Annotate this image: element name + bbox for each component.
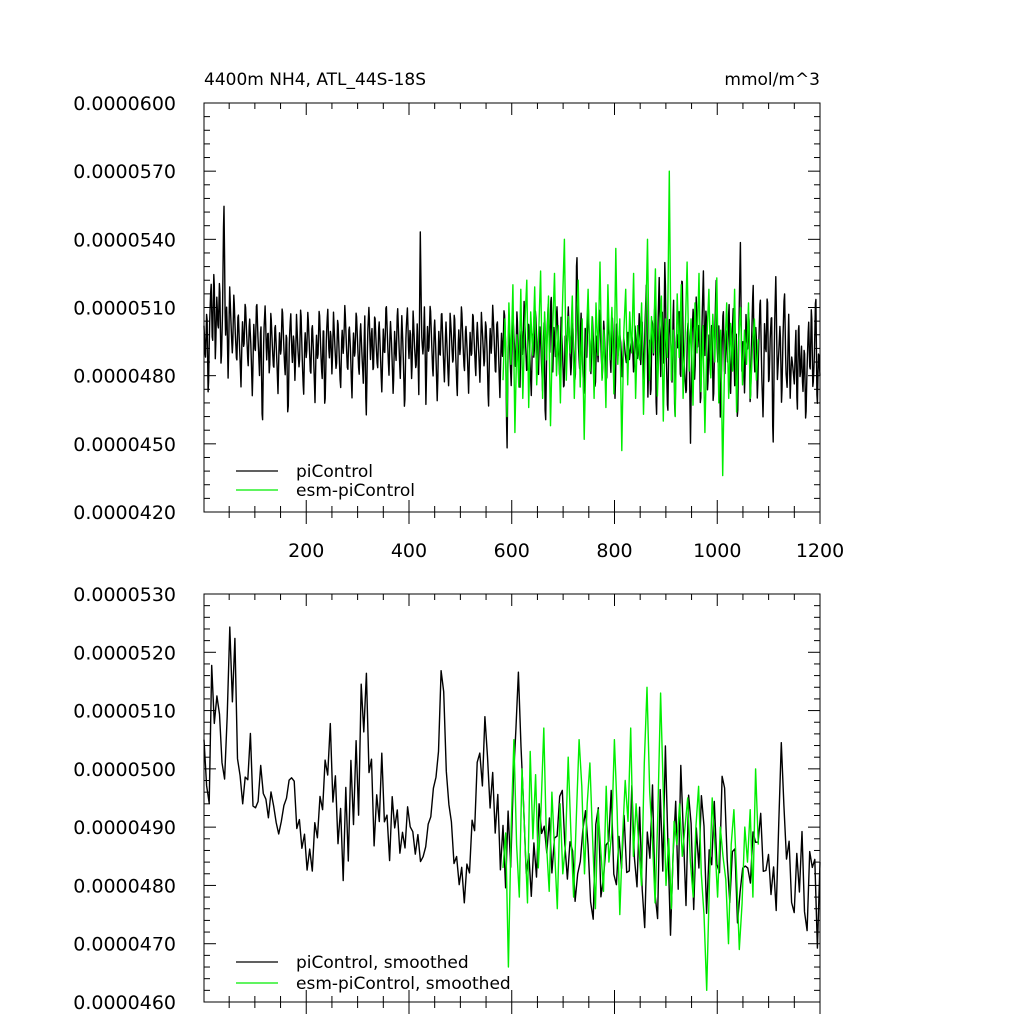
x-tick-label: 200 xyxy=(288,540,324,562)
units-label: mmol/m^3 xyxy=(724,70,820,90)
legend-label-esm-picontrol-smoothed: esm-piControl, smoothed xyxy=(296,974,511,994)
y-tick-label: 0.0000500 xyxy=(73,759,176,781)
y-tick-label: 0.0000520 xyxy=(73,642,176,664)
x-tick-label: 800 xyxy=(596,540,632,562)
legend: piControl, smoothed esm-piControl, smoot… xyxy=(236,953,511,994)
y-tick-label: 0.0000600 xyxy=(73,93,176,115)
bottom-panel: 0.0000460 0.0000470 0.0000480 0.0000490 0.00… xyxy=(73,584,821,1014)
legend-label-picontrol: piControl xyxy=(296,462,373,482)
chart-title: 4400m NH4, ATL_44S-18S xyxy=(204,70,426,90)
y-tick-label: 0.0000510 xyxy=(73,298,176,320)
y-tick-label: 0.0000490 xyxy=(73,817,176,839)
y-tick-label: 0.0000420 xyxy=(73,502,176,524)
x-tick-label: 1200 xyxy=(796,540,844,562)
x-tick-label: 600 xyxy=(494,540,530,562)
x-tick-label: 400 xyxy=(391,540,427,562)
y-tick-label: 0.0000450 xyxy=(73,434,176,456)
x-tick-label: 1000 xyxy=(693,540,741,562)
series-line-esm-picontrol xyxy=(502,170,759,477)
y-tick-label: 0.0000460 xyxy=(73,992,176,1014)
y-tick-label: 0.0000570 xyxy=(73,161,176,183)
y-tick-label: 0.0000540 xyxy=(73,229,176,251)
axis-ticks: 0.0000420 0.0000450 0.0000480 0.0000510 0.00… xyxy=(73,93,844,562)
legend: piControl esm-piControl xyxy=(236,462,415,501)
legend-label-picontrol-smoothed: piControl, smoothed xyxy=(296,953,469,973)
y-tick-label: 0.0000480 xyxy=(73,875,176,897)
y-tick-label: 0.0000510 xyxy=(73,701,176,723)
series-line-picontrol-smoothed xyxy=(203,626,821,949)
y-tick-label: 0.0000470 xyxy=(73,934,176,956)
series-lines xyxy=(203,626,821,991)
y-tick-label: 0.0000480 xyxy=(73,366,176,388)
axis-ticks: 0.0000460 0.0000470 0.0000480 0.0000490 0.00… xyxy=(73,584,821,1014)
series-line-esm-picontrol-smoothed xyxy=(502,686,759,991)
series-lines xyxy=(203,170,821,477)
legend-label-esm-picontrol: esm-piControl xyxy=(296,481,415,501)
top-panel: 4400m NH4, ATL_44S-18S mmol/m^3 0.000042… xyxy=(73,70,844,562)
y-tick-label: 0.0000530 xyxy=(73,584,176,606)
